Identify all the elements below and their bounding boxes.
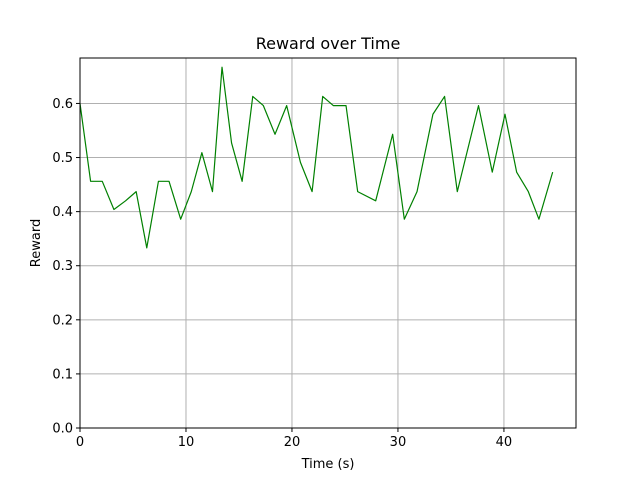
y-tick-label: 0.6 <box>52 97 73 112</box>
x-tick-label: 0 <box>76 435 84 450</box>
y-axis-label: Reward <box>29 219 44 267</box>
y-tick-label: 0.2 <box>52 313 73 328</box>
x-tick-label: 20 <box>284 435 301 450</box>
x-tick-label: 40 <box>496 435 513 450</box>
series-layer <box>79 66 554 249</box>
y-tick-label: 0.0 <box>52 422 73 437</box>
y-tick-label: 0.1 <box>52 367 73 382</box>
grid-lines <box>79 58 576 429</box>
x-axis-ticks: 0 10 20 30 40 <box>76 428 512 450</box>
y-tick-label: 0.3 <box>52 259 73 274</box>
x-tick-label: 30 <box>390 435 407 450</box>
y-tick-label: 0.5 <box>52 151 73 166</box>
y-tick-label: 0.4 <box>52 205 73 220</box>
chart-title: Reward over Time <box>256 34 401 53</box>
x-tick-label: 10 <box>178 435 195 450</box>
y-axis-ticks: 0.0 0.1 0.2 0.3 0.4 0.5 0.6 <box>52 97 80 437</box>
x-axis-label: Time (s) <box>301 457 355 472</box>
plot-frame <box>79 57 577 429</box>
reward-series-line <box>79 66 554 249</box>
